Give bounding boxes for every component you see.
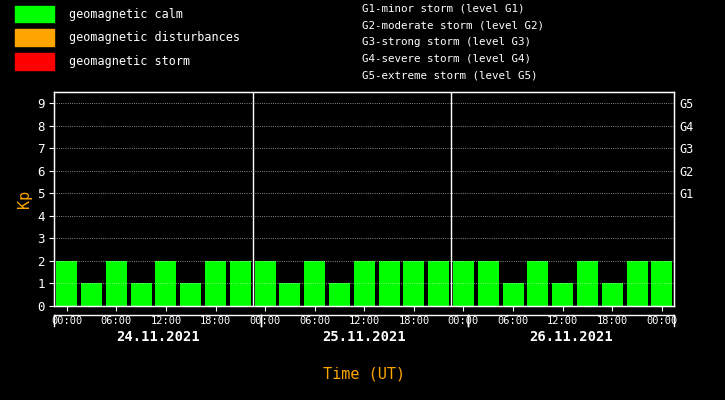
Bar [552, 284, 573, 306]
Bar [106, 261, 127, 306]
Bar [304, 261, 326, 306]
Bar [329, 284, 350, 306]
Bar [403, 261, 424, 306]
Bar [478, 261, 499, 306]
Bar [57, 261, 78, 306]
Text: G2-moderate storm (level G2): G2-moderate storm (level G2) [362, 20, 544, 30]
Text: G3-strong storm (level G3): G3-strong storm (level G3) [362, 37, 531, 47]
Bar [205, 261, 226, 306]
Bar [378, 261, 399, 306]
Text: geomagnetic disturbances: geomagnetic disturbances [69, 31, 240, 44]
Bar [527, 261, 548, 306]
Bar [14, 29, 54, 46]
Text: G1-minor storm (level G1): G1-minor storm (level G1) [362, 3, 525, 13]
Bar [453, 261, 474, 306]
Y-axis label: Kp: Kp [17, 190, 32, 208]
Bar [181, 284, 202, 306]
Bar [155, 261, 176, 306]
Text: geomagnetic storm: geomagnetic storm [69, 55, 190, 68]
Bar [626, 261, 647, 306]
Bar [502, 284, 523, 306]
Bar [14, 53, 54, 70]
Bar [254, 261, 276, 306]
Text: G4-severe storm (level G4): G4-severe storm (level G4) [362, 54, 531, 64]
Text: Time (UT): Time (UT) [323, 366, 405, 382]
Bar [428, 261, 450, 306]
Bar [651, 261, 672, 306]
Bar [577, 261, 598, 306]
Bar [279, 284, 300, 306]
Bar [354, 261, 375, 306]
Text: 26.11.2021: 26.11.2021 [529, 330, 613, 344]
Bar [602, 284, 623, 306]
Bar [230, 261, 251, 306]
Bar [130, 284, 152, 306]
Text: 25.11.2021: 25.11.2021 [323, 330, 406, 344]
Bar [14, 6, 54, 22]
Text: G5-extreme storm (level G5): G5-extreme storm (level G5) [362, 70, 538, 80]
Bar [81, 284, 102, 306]
Text: 24.11.2021: 24.11.2021 [116, 330, 199, 344]
Text: geomagnetic calm: geomagnetic calm [69, 8, 183, 20]
